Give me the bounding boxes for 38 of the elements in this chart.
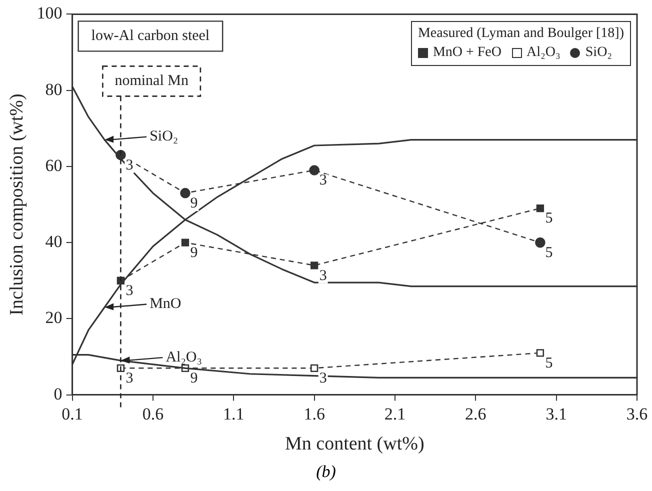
y-tick-label: 40	[45, 232, 62, 252]
annotation: 9	[190, 370, 198, 387]
x-tick-label: 2.1	[384, 404, 406, 424]
annotation: 3	[319, 370, 327, 387]
annotation: 3	[126, 283, 134, 300]
y-tick-label: 100	[36, 4, 62, 23]
x-tick-label: 1.6	[304, 404, 325, 424]
x-axis-title: Mn content (wt%)	[284, 434, 424, 455]
annotation: 3	[126, 370, 134, 387]
annotation: MnO	[150, 296, 182, 312]
x-tick-label: 0.6	[142, 404, 164, 424]
y-tick-label: 80	[45, 80, 62, 99]
text: (b)	[315, 462, 337, 482]
x-tick-label: 1.1	[223, 404, 244, 424]
legend-label: SiO₂	[585, 45, 612, 62]
annotation: 3	[319, 268, 327, 284]
ref-line-label: nominal Mn	[114, 73, 189, 90]
annotation: 5	[545, 244, 553, 261]
annotation: 5	[545, 210, 553, 227]
x-tick-label: 3.6	[626, 404, 648, 424]
annotation: SiO₂	[150, 128, 178, 145]
legend-label: MnO + FeO	[432, 45, 502, 62]
x-tick-label: 3.1	[546, 404, 567, 424]
annotation: low-Al carbon steel	[91, 28, 210, 44]
y-tick-label: 20	[45, 308, 62, 328]
annotation: 9	[190, 196, 198, 212]
y-tick-label: 60	[45, 156, 62, 175]
annotation: 5	[545, 355, 553, 372]
annotation: Al₂O₃	[166, 349, 202, 366]
legend-title: Measured (Lyman and Boulger [18])	[418, 26, 624, 42]
annotation: 9	[190, 244, 198, 261]
x-tick-label: 0.1	[62, 404, 83, 424]
annotation: 3	[319, 172, 327, 189]
annotation: 3	[126, 157, 134, 174]
x-tick-label: 2.6	[465, 404, 486, 424]
legend-label: Al₂O₃	[526, 45, 560, 62]
y-tick-label: 0	[54, 384, 62, 404]
y-axis-title: Inclusion composition (wt%)	[6, 94, 28, 316]
